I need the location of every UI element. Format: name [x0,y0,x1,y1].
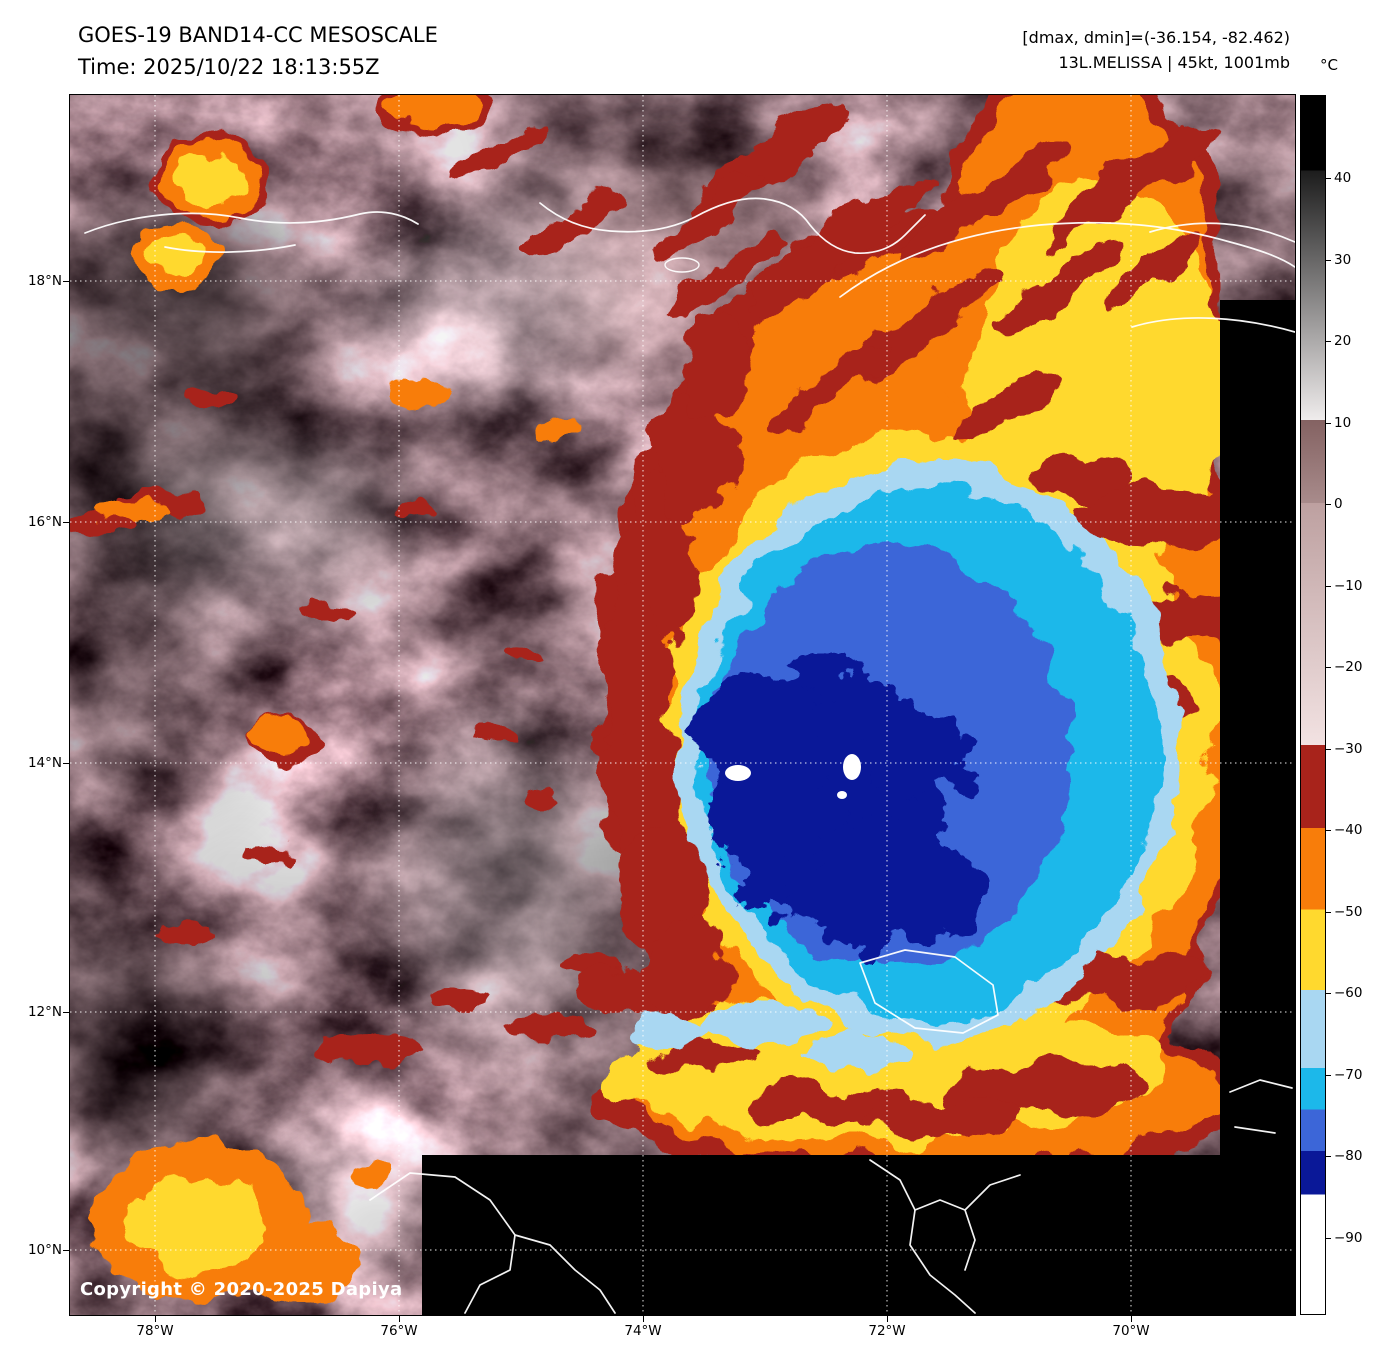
embedded-storm-cells [70,95,620,1305]
overshooting-tops [725,754,861,799]
colorbar-unit: °C [1320,56,1338,74]
storm-info: [dmax, dmin]=(-36.154, -82.462) 13L.MELI… [1022,26,1290,76]
lat-tick-mark [63,1250,70,1251]
colorbar-tick-label: −80 [1334,1148,1363,1164]
cloud-tone-patches [70,165,820,1255]
satellite-image [70,95,1295,1315]
lon-tick-mark [643,1315,644,1322]
colorbar-tick-mark [1326,341,1331,342]
latlon-grid [70,95,1295,1315]
colorbar-tick-label: −20 [1334,659,1363,675]
colorbar-tick-label: −10 [1334,577,1363,594]
colorbar-tick-label: −60 [1334,985,1363,1001]
lat-tick-mark [63,281,70,282]
lon-axis-label: 76°W [380,1323,418,1339]
lon-tick-mark [399,1315,400,1322]
lon-axis-label: 72°W [868,1323,906,1339]
detached-cold-patches [630,1003,915,1069]
dmax-dmin-readout: [dmax, dmin]=(-36.154, -82.462) [1022,28,1290,47]
lat-tick-mark [63,1012,70,1013]
colorbar-tick-mark [1326,504,1331,505]
storm-id-intensity: 13L.MELISSA | 45kt, 1001mb [1058,52,1290,72]
colorbar-tick-label: −50 [1334,903,1363,920]
colorbar-tick-mark [1326,1074,1331,1076]
lat-axis-label: 10°N [27,1242,62,1258]
lat-axis-label: 18°N [27,273,62,289]
colorbar-tick-mark [1326,667,1331,668]
colorbar-tick-mark [1326,1156,1331,1157]
colorbar-tick-mark [1326,178,1331,179]
colorbar-tick-mark [1326,748,1331,750]
lat-tick-mark [63,522,70,523]
colorbar-tick-label: −90 [1334,1229,1363,1246]
colorbar-tick-label: −40 [1334,822,1363,838]
colorbar [1300,95,1326,1315]
colorbar-tick-mark [1326,585,1331,587]
lon-tick-mark [1131,1315,1132,1322]
colorbar-tick-mark [1326,1237,1331,1239]
colorbar-tick-mark [1326,911,1331,913]
lon-axis-label: 70°W [1112,1323,1150,1339]
lat-tick-mark [63,763,70,764]
colorbar-tick-label: 0 [1334,496,1343,512]
colorbar-tick-mark [1326,259,1331,261]
colorbar-tick-label: 10 [1334,414,1352,431]
colorbar-tick-label: 20 [1334,333,1352,349]
colorbar-tick-label: 30 [1334,251,1352,268]
lon-axis-label: 74°W [624,1323,662,1339]
figure-title: GOES-19 BAND14-CC MESOSCALE Time: 2025/1… [78,20,438,83]
title-line1: GOES-19 BAND14-CC MESOSCALE [78,23,438,47]
lon-tick-mark [155,1315,156,1322]
colorbar-tick-mark [1326,993,1331,994]
cold-ring-filaments [456,108,1253,1137]
lat-axis-label: 16°N [27,514,62,530]
colorbar-tick-label: −30 [1334,740,1363,757]
lat-axis-label: 12°N [27,1004,62,1020]
colorbar-tick-mark [1326,830,1331,831]
lat-axis-label: 14°N [27,755,62,771]
colorbar-tick-label: 40 [1334,170,1352,186]
lon-tick-mark [887,1315,888,1322]
colorbar-tick-mark [1326,422,1331,424]
title-line2: Time: 2025/10/22 18:13:55Z [78,54,380,79]
satellite-map: Copyright © 2020-2025 Dapiya [69,94,1296,1316]
colorbar-tick-label: −70 [1334,1066,1363,1083]
lon-axis-label: 78°W [136,1323,174,1339]
coastlines [84,197,1295,1314]
copyright-text: Copyright © 2020-2025 Dapiya [80,1279,403,1300]
no-data-region [422,300,1295,1315]
